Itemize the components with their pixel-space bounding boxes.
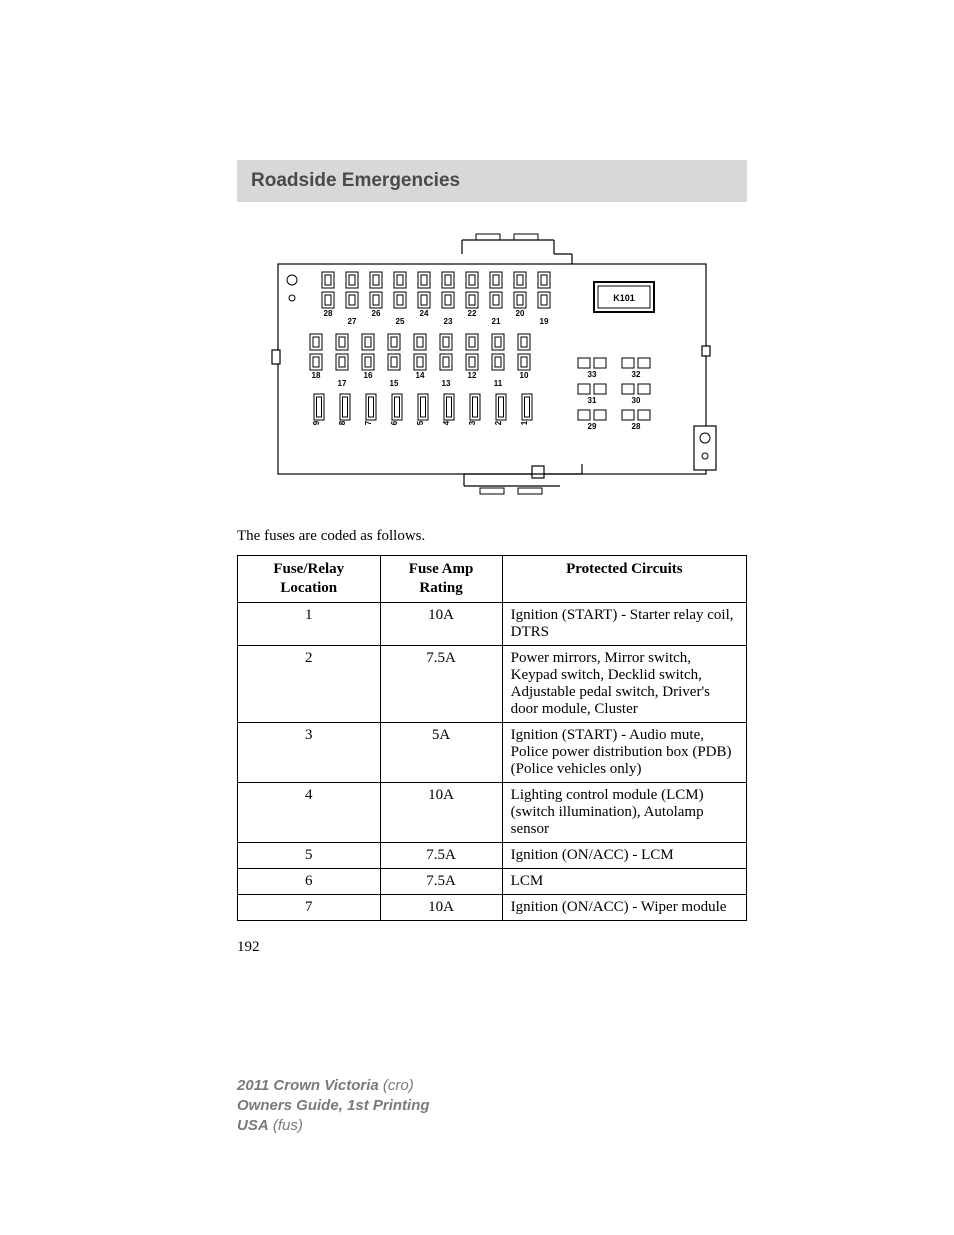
footer-model-code: (cro) bbox=[379, 1077, 414, 1094]
svg-text:28: 28 bbox=[632, 422, 641, 431]
svg-text:17: 17 bbox=[338, 379, 347, 388]
cell-location: 1 bbox=[238, 602, 381, 645]
footer-line-3: USA (fus) bbox=[237, 1116, 747, 1136]
cell-amp: 10A bbox=[380, 894, 502, 920]
cell-circuits: Ignition (ON/ACC) - Wiper module bbox=[502, 894, 746, 920]
svg-text:2: 2 bbox=[494, 420, 503, 425]
table-row: 57.5AIgnition (ON/ACC) - LCM bbox=[238, 842, 747, 868]
svg-text:1: 1 bbox=[520, 420, 529, 425]
table-header-row: Fuse/RelayLocation Fuse AmpRating Protec… bbox=[238, 556, 747, 603]
svg-text:23: 23 bbox=[444, 317, 453, 326]
svg-text:5: 5 bbox=[416, 420, 425, 425]
svg-text:22: 22 bbox=[468, 309, 477, 318]
table-row: 35AIgnition (START) - Audio mute, Police… bbox=[238, 722, 747, 782]
cell-location: 2 bbox=[238, 645, 381, 722]
cell-circuits: Ignition (ON/ACC) - LCM bbox=[502, 842, 746, 868]
svg-text:11: 11 bbox=[494, 379, 503, 388]
svg-text:32: 32 bbox=[632, 370, 641, 379]
cell-circuits: Ignition (START) - Audio mute, Police po… bbox=[502, 722, 746, 782]
svg-text:8: 8 bbox=[338, 420, 347, 425]
footer-line-2: Owners Guide, 1st Printing bbox=[237, 1096, 747, 1116]
footer-region-code: (fus) bbox=[269, 1117, 303, 1134]
svg-text:28: 28 bbox=[324, 309, 333, 318]
svg-text:K101: K101 bbox=[613, 293, 635, 303]
svg-text:13: 13 bbox=[442, 379, 451, 388]
cell-amp: 10A bbox=[380, 602, 502, 645]
cell-circuits: LCM bbox=[502, 868, 746, 894]
svg-text:6: 6 bbox=[390, 420, 399, 425]
svg-text:21: 21 bbox=[492, 317, 501, 326]
svg-text:14: 14 bbox=[416, 371, 425, 380]
cell-amp: 7.5A bbox=[380, 868, 502, 894]
section-title: Roadside Emergencies bbox=[251, 170, 460, 191]
section-header: Roadside Emergencies bbox=[237, 160, 747, 202]
fuse-box-svg: 2827262524232221201918171615141312111098… bbox=[262, 230, 722, 500]
svg-text:10: 10 bbox=[520, 371, 529, 380]
svg-text:3: 3 bbox=[468, 420, 477, 425]
table-row: 410ALighting control module (LCM) (switc… bbox=[238, 782, 747, 842]
page-number: 192 bbox=[237, 939, 747, 956]
cell-circuits: Lighting control module (LCM) (switch il… bbox=[502, 782, 746, 842]
svg-text:7: 7 bbox=[364, 420, 373, 425]
svg-text:31: 31 bbox=[588, 396, 597, 405]
svg-text:26: 26 bbox=[372, 309, 381, 318]
cell-location: 3 bbox=[238, 722, 381, 782]
intro-text: The fuses are coded as follows. bbox=[237, 528, 747, 545]
cell-amp: 7.5A bbox=[380, 842, 502, 868]
table-row: 27.5APower mirrors, Mirror switch, Keypa… bbox=[238, 645, 747, 722]
table-row: 67.5ALCM bbox=[238, 868, 747, 894]
svg-text:29: 29 bbox=[588, 422, 597, 431]
table-row: 710AIgnition (ON/ACC) - Wiper module bbox=[238, 894, 747, 920]
fuse-box-diagram: 2827262524232221201918171615141312111098… bbox=[237, 230, 747, 500]
svg-text:12: 12 bbox=[468, 371, 477, 380]
svg-text:33: 33 bbox=[588, 370, 597, 379]
svg-text:30: 30 bbox=[632, 396, 641, 405]
svg-text:18: 18 bbox=[312, 371, 321, 380]
footer-region: USA bbox=[237, 1117, 269, 1134]
svg-text:25: 25 bbox=[396, 317, 405, 326]
svg-text:20: 20 bbox=[516, 309, 525, 318]
col-header-amp: Fuse AmpRating bbox=[380, 556, 502, 603]
fuse-table: Fuse/RelayLocation Fuse AmpRating Protec… bbox=[237, 555, 747, 921]
cell-amp: 7.5A bbox=[380, 645, 502, 722]
cell-circuits: Power mirrors, Mirror switch, Keypad swi… bbox=[502, 645, 746, 722]
footer-model: 2011 Crown Victoria bbox=[237, 1077, 379, 1094]
footer-line-1: 2011 Crown Victoria (cro) bbox=[237, 1076, 747, 1096]
footer: 2011 Crown Victoria (cro) Owners Guide, … bbox=[237, 1076, 747, 1137]
cell-circuits: Ignition (START) - Starter relay coil, D… bbox=[502, 602, 746, 645]
svg-text:27: 27 bbox=[348, 317, 357, 326]
svg-text:15: 15 bbox=[390, 379, 399, 388]
cell-amp: 5A bbox=[380, 722, 502, 782]
cell-location: 4 bbox=[238, 782, 381, 842]
cell-location: 7 bbox=[238, 894, 381, 920]
col-header-circuits: Protected Circuits bbox=[502, 556, 746, 603]
col-header-location: Fuse/RelayLocation bbox=[238, 556, 381, 603]
svg-text:9: 9 bbox=[312, 420, 321, 425]
svg-text:24: 24 bbox=[420, 309, 429, 318]
table-row: 110AIgnition (START) - Starter relay coi… bbox=[238, 602, 747, 645]
svg-text:16: 16 bbox=[364, 371, 373, 380]
cell-location: 5 bbox=[238, 842, 381, 868]
cell-amp: 10A bbox=[380, 782, 502, 842]
svg-text:19: 19 bbox=[540, 317, 549, 326]
svg-text:4: 4 bbox=[442, 420, 451, 425]
cell-location: 6 bbox=[238, 868, 381, 894]
